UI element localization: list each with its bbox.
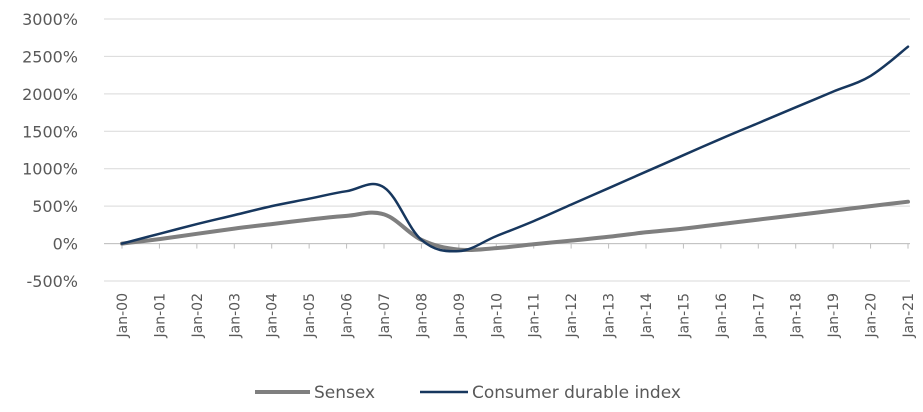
- x-tick-label: Jan-11: [527, 293, 543, 338]
- x-tick-label: Jan-13: [602, 293, 618, 338]
- x-tick-label: Jan-09: [452, 293, 468, 338]
- x-tick-label: Jan-15: [676, 293, 692, 338]
- x-tick-label: Jan-12: [564, 293, 580, 338]
- gridlines: [104, 18, 910, 282]
- series-line-sensex: [120, 199, 910, 253]
- legend: Sensex Consumer durable index: [255, 383, 681, 403]
- x-tick-label: Jan-20: [864, 293, 880, 338]
- y-tick-label: 1000%: [22, 160, 78, 179]
- x-tick-label: Jan-03: [227, 293, 243, 338]
- y-tick-label: 500%: [32, 197, 78, 216]
- legend-label: Consumer durable index: [472, 383, 681, 403]
- x-tick-label: Jan-16: [714, 293, 730, 339]
- series-lines: [120, 45, 910, 253]
- x-tick-label: Jan-10: [489, 293, 505, 338]
- y-axis-tick-labels: 3000% 2500% 2000% 1500% 1000% 500% 0% -500%: [22, 10, 78, 291]
- y-tick-label: 2500%: [22, 47, 78, 66]
- x-tick-label: Jan-01: [152, 293, 168, 338]
- y-tick-label: -500%: [26, 272, 78, 291]
- x-axis-tick-labels: Jan-00 Jan-01 Jan-02 Jan-03 Jan-04 Jan-05 Jan-…: [115, 293, 917, 339]
- y-tick-label: 0%: [53, 235, 78, 254]
- x-tick-label: Jan-14: [639, 293, 655, 339]
- series-line-consumer-durable-index: [120, 45, 910, 253]
- y-tick-label: 2000%: [22, 85, 78, 104]
- x-tick-label: Jan-00: [115, 293, 131, 338]
- y-tick-label: 1500%: [22, 122, 78, 141]
- x-tick-label: Jan-05: [302, 293, 318, 338]
- x-tick-label: Jan-04: [265, 293, 281, 339]
- x-tick-label: Jan-18: [789, 293, 805, 338]
- x-tick-label: Jan-02: [190, 293, 206, 338]
- y-tick-label: 3000%: [22, 10, 78, 29]
- legend-label: Sensex: [314, 383, 375, 403]
- x-tick-label: Jan-07: [377, 293, 393, 338]
- x-tick-label: Jan-17: [751, 293, 767, 338]
- x-tick-label: Jan-06: [340, 293, 356, 339]
- x-axis: [104, 243, 910, 249]
- x-tick-label: Jan-21: [901, 293, 917, 338]
- x-tick-label: Jan-08: [414, 293, 430, 338]
- x-tick-label: Jan-19: [826, 293, 842, 338]
